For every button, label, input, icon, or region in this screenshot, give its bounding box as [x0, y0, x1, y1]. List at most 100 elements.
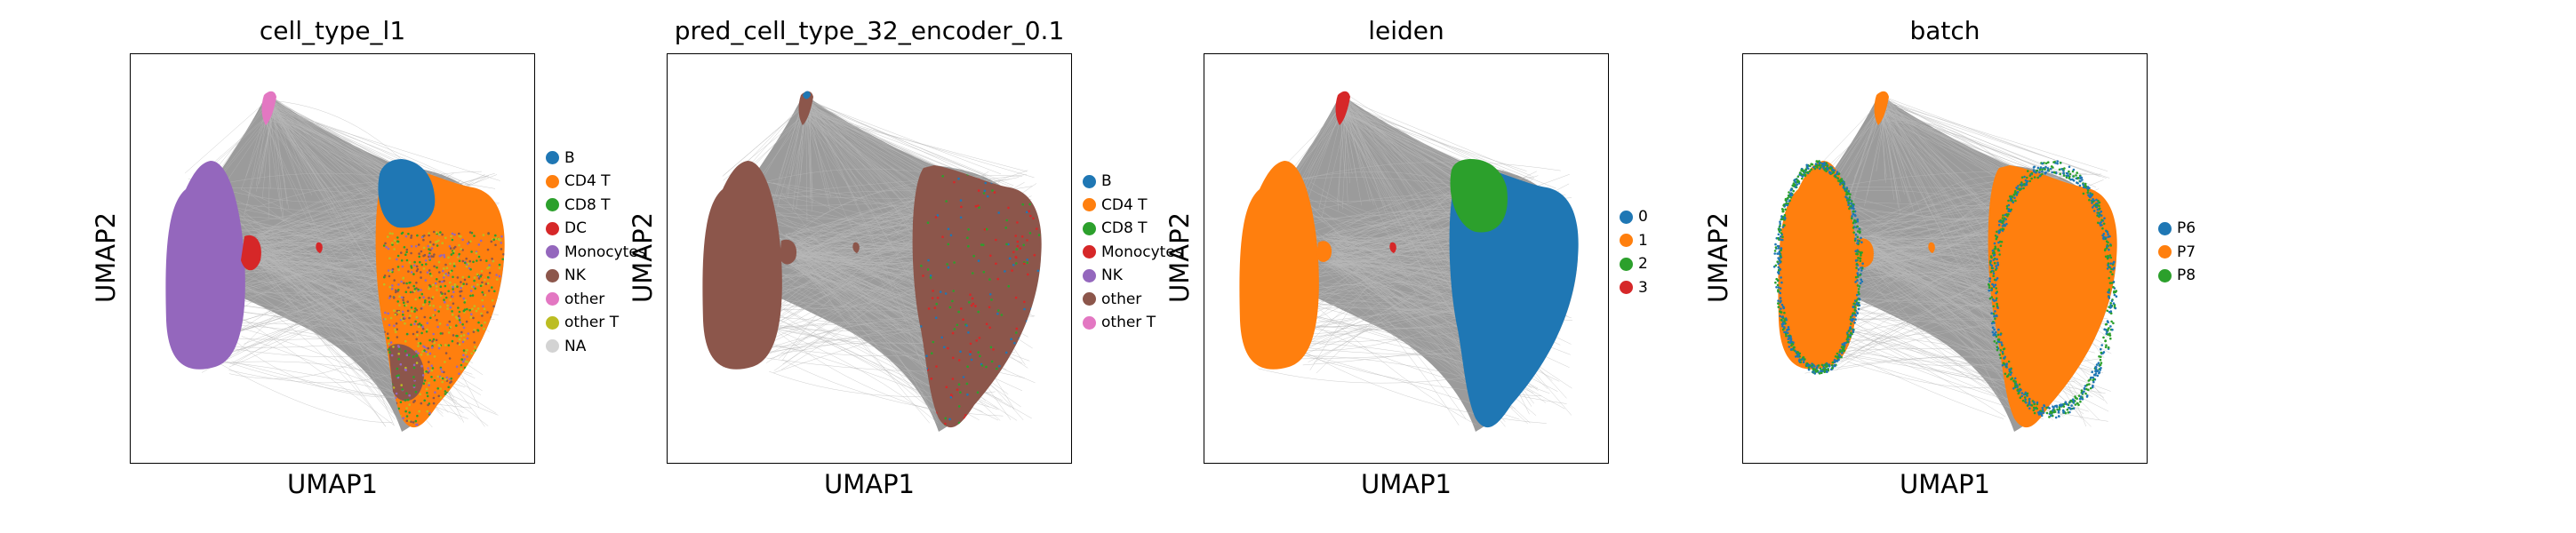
cell-point — [985, 365, 988, 369]
cell-point — [405, 415, 409, 418]
cell-point — [384, 242, 387, 245]
cell-point — [1846, 333, 1849, 336]
cell-point — [1780, 281, 1783, 284]
cell-point — [420, 323, 423, 327]
cell-point — [1836, 171, 1839, 173]
cell-point — [437, 344, 441, 346]
cell-point — [1990, 312, 1993, 315]
cell-point — [2023, 175, 2026, 179]
cell-point — [2066, 408, 2069, 411]
cell-point — [2102, 222, 2106, 226]
cell-point — [1860, 278, 1862, 281]
cell-point — [490, 369, 492, 371]
cell-point — [2102, 235, 2106, 239]
cell-point — [441, 370, 444, 373]
cell-point — [1033, 175, 1036, 178]
cell-point — [1854, 314, 1858, 317]
cell-point — [492, 403, 495, 407]
cell-point — [460, 290, 463, 293]
cell-point — [405, 419, 409, 423]
cell-point — [957, 177, 960, 180]
legend-marker — [546, 151, 559, 165]
cell-point — [436, 244, 439, 247]
cell-point — [2045, 411, 2049, 415]
cell-point — [489, 422, 492, 426]
cell-point — [1779, 255, 1782, 258]
cell-point — [415, 423, 418, 426]
cell-point — [1807, 167, 1810, 171]
chart-title: batch — [1909, 16, 1980, 45]
cell-point — [449, 281, 452, 284]
legend-label: CD4 T — [1101, 195, 1148, 214]
cell-point — [1773, 250, 1777, 252]
cell-point — [936, 297, 940, 299]
cell-point — [427, 353, 429, 356]
cell-point — [1007, 206, 1010, 210]
cell-point — [1028, 203, 1031, 206]
cell-point — [1858, 285, 1861, 288]
cell-point — [2036, 401, 2039, 404]
cell-point — [930, 378, 933, 380]
cell-point — [1996, 277, 1999, 280]
cell-point — [1020, 235, 1024, 238]
cell-point — [464, 411, 468, 415]
cell-point — [2007, 360, 2011, 363]
cell-point — [1838, 179, 1841, 183]
cell-point — [2026, 394, 2028, 397]
cell-point — [413, 322, 416, 326]
cell-point — [1991, 249, 1995, 252]
cell-point — [2095, 203, 2099, 206]
cell-point — [487, 232, 490, 235]
umap-scatter — [1772, 91, 2118, 432]
cell-point — [1788, 337, 1792, 340]
cell-point — [1787, 331, 1789, 335]
cell-point — [974, 305, 977, 307]
cell-point — [1859, 274, 1861, 276]
cell-point — [466, 365, 468, 369]
cell-point — [995, 402, 997, 404]
cell-point — [1854, 233, 1858, 236]
cell-point — [397, 310, 401, 314]
cell-point — [479, 259, 483, 262]
cell-cluster — [1874, 91, 1889, 125]
cell-point — [2091, 206, 2094, 209]
cell-point — [1783, 318, 1787, 322]
cell-point — [2108, 235, 2111, 238]
cell-point — [1824, 364, 1828, 367]
cell-point — [451, 310, 453, 313]
cell-point — [469, 290, 473, 292]
cell-point — [2107, 262, 2110, 265]
cell-point — [471, 294, 475, 297]
cell-point — [446, 307, 449, 310]
legend-label: B — [1101, 172, 1112, 191]
cell-point — [464, 360, 468, 363]
cell-point — [2009, 373, 2012, 377]
cell-point — [2079, 397, 2082, 401]
cell-point — [1847, 330, 1851, 332]
cell-point — [1829, 166, 1833, 170]
cell-point — [1859, 259, 1862, 262]
cell-point — [1833, 169, 1836, 172]
cell-point — [405, 392, 408, 395]
cell-point — [2099, 358, 2102, 362]
cell-point — [498, 274, 501, 278]
cell-point — [484, 419, 488, 423]
cell-point — [492, 369, 496, 372]
cell-point — [2016, 190, 2020, 194]
cell-point — [485, 398, 488, 401]
cell-point — [439, 294, 443, 298]
cell-point — [394, 328, 396, 331]
cell-point — [2018, 389, 2021, 393]
cell-point — [484, 278, 486, 282]
cell-point — [2079, 400, 2082, 403]
cell-point — [460, 424, 464, 427]
cell-point — [451, 232, 454, 235]
cell-point — [413, 310, 416, 313]
cell-point — [433, 341, 436, 345]
cell-point — [1026, 259, 1028, 261]
cell-point — [404, 372, 406, 376]
cell-point — [442, 276, 445, 279]
cell-point — [2024, 179, 2028, 182]
cell-point — [422, 296, 425, 299]
cell-point — [1779, 291, 1782, 295]
